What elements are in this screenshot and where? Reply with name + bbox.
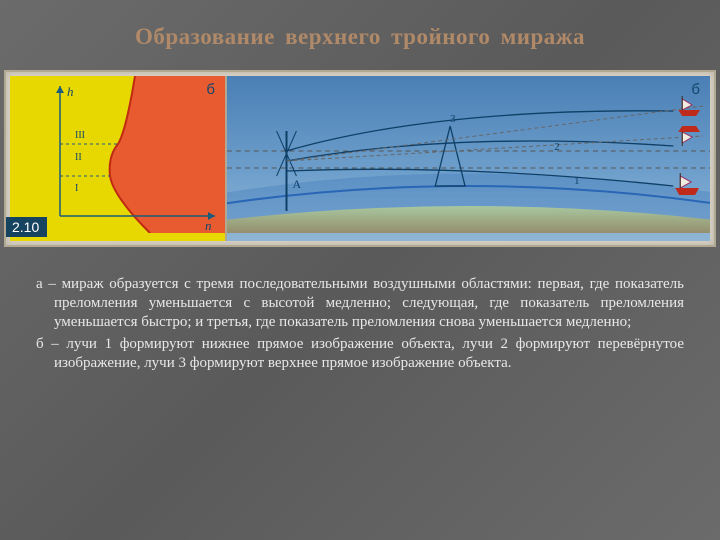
ship-image-top xyxy=(678,96,700,116)
panel-b: А 1 2 3 xyxy=(227,76,710,241)
figure: h n III II I б xyxy=(4,70,716,247)
figure-number-badge: 2.10 xyxy=(6,217,47,237)
page-title: Образование верхнего тройного миража xyxy=(0,0,720,60)
graph-svg: h n III II I xyxy=(10,76,225,233)
slide: Образование верхнего тройного миража h n… xyxy=(0,0,720,540)
body-text: а – мираж образуется с тремя последовате… xyxy=(36,275,684,373)
ship-image-bottom xyxy=(675,173,699,195)
ray-label-3: 3 xyxy=(450,113,456,125)
ray-dashed xyxy=(287,136,704,161)
ray-label-1: 1 xyxy=(574,175,579,187)
region-mark-1: I xyxy=(75,183,78,194)
panel-a-label: б xyxy=(206,81,215,98)
paragraph-a: а – мираж образуется с тремя последовате… xyxy=(36,275,684,331)
y-arrow-icon xyxy=(56,86,64,93)
region-mark-2: II xyxy=(75,152,82,163)
raypath-svg: А 1 2 3 xyxy=(227,76,710,233)
paragraph-b: б – лучи 1 формируют нижнее прямое изобр… xyxy=(36,335,684,373)
curve-fill xyxy=(110,76,225,233)
ray-3 xyxy=(287,111,674,151)
region-mark-3: III xyxy=(75,130,85,141)
ray-dashed xyxy=(287,106,704,161)
panel-b-label: б xyxy=(691,81,700,98)
y-axis-label: h xyxy=(67,84,74,99)
ray-label-2: 2 xyxy=(554,141,559,153)
point-a-label: А xyxy=(292,177,301,191)
x-axis-label: n xyxy=(205,218,212,233)
